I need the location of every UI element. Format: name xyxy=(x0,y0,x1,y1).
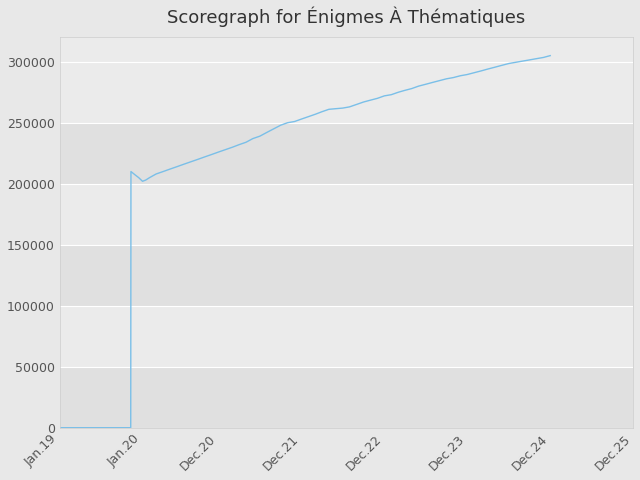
Bar xyxy=(60,245,633,306)
Title: Scoregraph for Énigmes À Thématiques: Scoregraph for Énigmes À Thématiques xyxy=(167,7,525,27)
Bar xyxy=(60,306,633,367)
Bar xyxy=(60,62,633,123)
Bar xyxy=(60,367,633,428)
Bar xyxy=(60,123,633,184)
Bar xyxy=(60,184,633,245)
